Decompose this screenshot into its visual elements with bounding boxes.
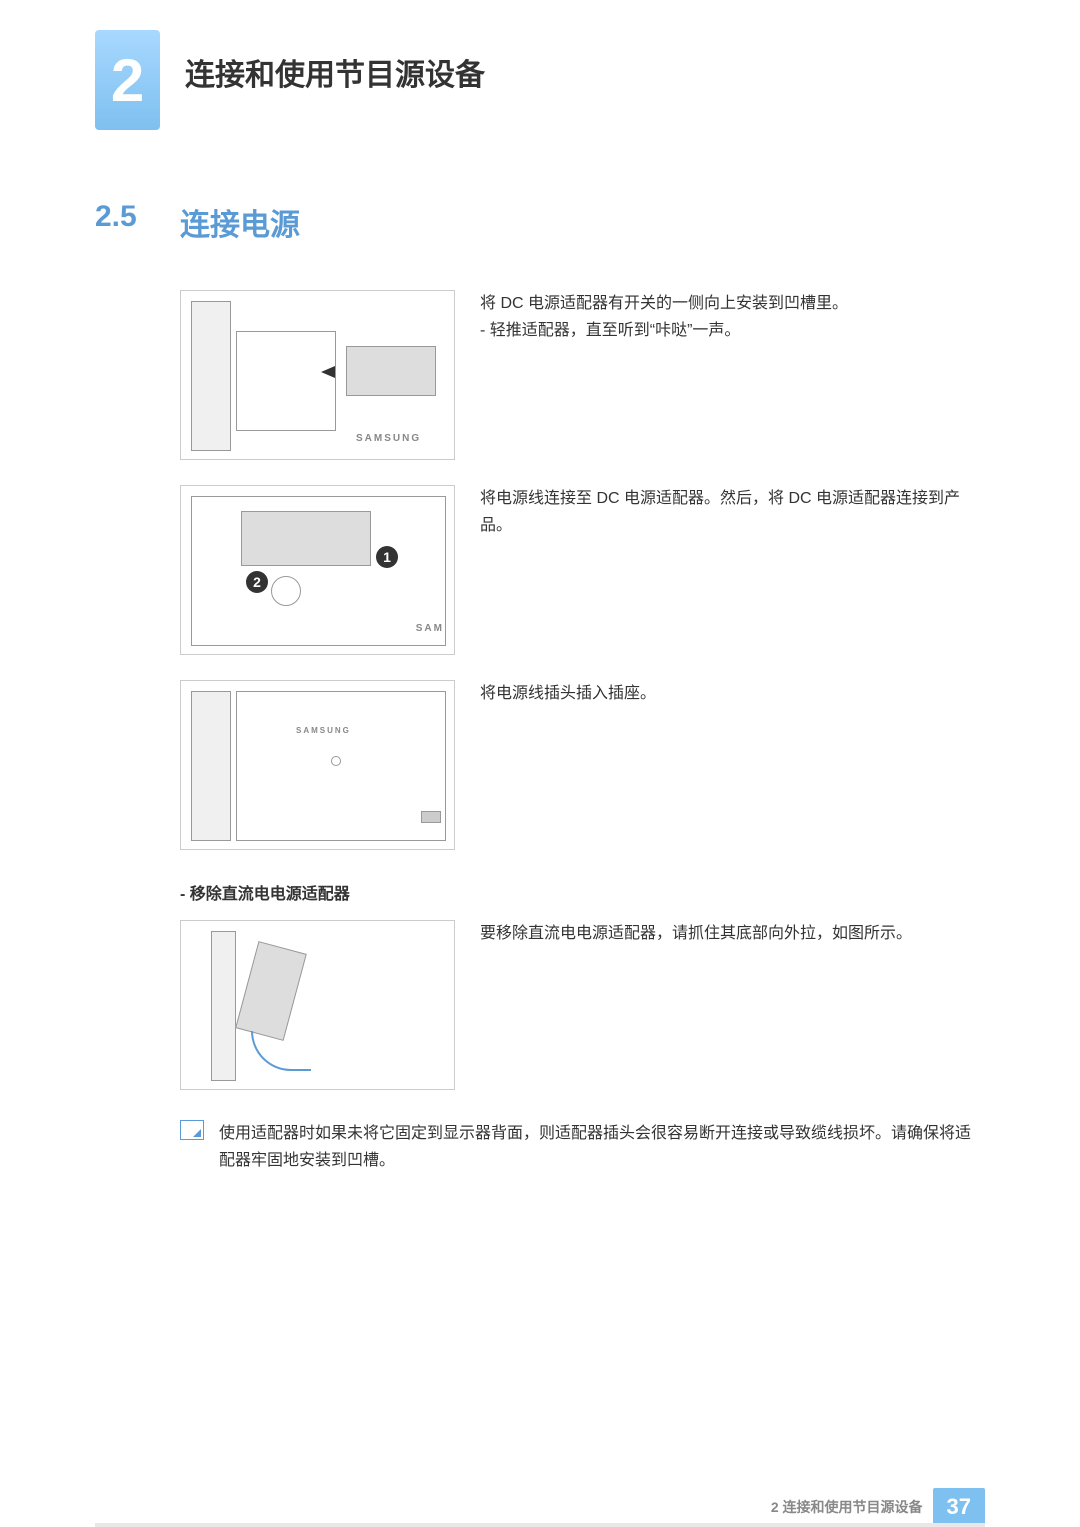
step-3-diagram: SAMSUNG (180, 680, 455, 850)
step-1-line1: 将 DC 电源适配器有开关的一侧向上安装到凹槽里。 (480, 290, 848, 317)
note-text: 使用适配器时如果未将它固定到显示器背面，则适配器插头会很容易断开连接或导致缆线损… (219, 1120, 985, 1174)
step-1: SAMSUNG 将 DC 电源适配器有开关的一侧向上安装到凹槽里。 - 轻推适配… (180, 290, 848, 460)
step-3: SAMSUNG 将电源线插头插入插座。 (180, 680, 656, 850)
step-2-diagram: 1 2 SAM (180, 485, 455, 655)
brand-label-short: SAM (416, 623, 444, 634)
note-icon (180, 1120, 204, 1140)
step-1-line2: - 轻推适配器，直至听到“咔哒”一声。 (480, 317, 848, 344)
section-number: 2.5 (95, 200, 137, 234)
note: 使用适配器时如果未将它固定到显示器背面，则适配器插头会很容易断开连接或导致缆线损… (180, 1120, 985, 1174)
step-3-text: 将电源线插头插入插座。 (480, 680, 656, 707)
step-2: 1 2 SAM 将电源线连接至 DC 电源适配器。然后，将 DC 电源适配器连接… (180, 485, 980, 655)
callout-1: 1 (376, 546, 398, 568)
footer-bar (95, 1523, 985, 1527)
footer-page-number: 37 (933, 1488, 985, 1526)
step-4-text: 要移除直流电电源适配器，请抓住其底部向外拉，如图所示。 (480, 920, 912, 947)
chapter-badge: 2 (95, 30, 160, 130)
chapter-title: 连接和使用节目源设备 (185, 50, 485, 94)
step-2-text: 将电源线连接至 DC 电源适配器。然后，将 DC 电源适配器连接到产品。 (480, 485, 980, 539)
remove-adapter-heading: - 移除直流电电源适配器 (180, 880, 350, 904)
footer-label: 2 连接和使用节目源设备 (771, 1497, 923, 1517)
brand-label: SAMSUNG (356, 433, 421, 444)
section-title: 连接电源 (180, 200, 300, 244)
brand-label-2: SAMSUNG (296, 726, 351, 735)
step-4: 要移除直流电电源适配器，请抓住其底部向外拉，如图所示。 (180, 920, 912, 1090)
step-1-diagram: SAMSUNG (180, 290, 455, 460)
step-1-text: 将 DC 电源适配器有开关的一侧向上安装到凹槽里。 - 轻推适配器，直至听到“咔… (480, 290, 848, 344)
callout-2: 2 (246, 571, 268, 593)
page-footer: 2 连接和使用节目源设备 37 (0, 1487, 1080, 1527)
step-4-diagram (180, 920, 455, 1090)
